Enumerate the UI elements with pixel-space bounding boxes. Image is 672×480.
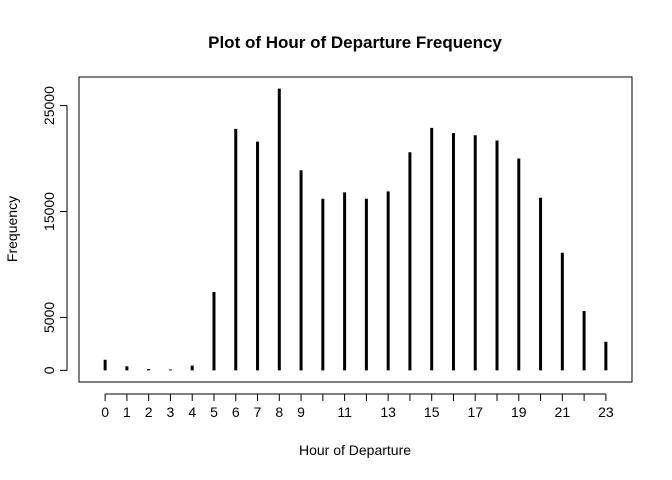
x-tick-label: 1 [123, 404, 131, 420]
x-tick-label: 23 [598, 404, 614, 420]
y-tick-label: 15000 [41, 192, 57, 231]
y-axis: 0 5000 15000 25000 [41, 86, 68, 374]
x-axis: 0 1 2 3 4 5 6 7 8 9 11 13 15 17 19 21 23 [101, 393, 614, 420]
x-tick-label: 21 [555, 404, 571, 420]
x-tick-label: 17 [467, 404, 483, 420]
x-tick-label: 0 [101, 404, 109, 420]
x-tick-label: 13 [380, 404, 396, 420]
x-tick-label: 4 [188, 404, 196, 420]
x-tick-label: 11 [337, 404, 352, 420]
x-tick-label: 6 [232, 404, 240, 420]
x-tick-label: 8 [275, 404, 283, 420]
x-axis-label: Hour of Departure [299, 442, 411, 458]
chart-title: Plot of Hour of Departure Frequency [208, 33, 502, 52]
x-tick-label: 9 [297, 404, 305, 420]
y-tick-label: 25000 [41, 86, 57, 125]
bars-layer [103, 88, 608, 371]
x-tick-label: 7 [254, 404, 262, 420]
x-tick-label: 5 [210, 404, 218, 420]
y-axis-label: Frequency [4, 196, 20, 262]
y-tick-label: 5000 [41, 302, 57, 333]
x-tick-label: 19 [511, 404, 527, 420]
x-tick-label: 15 [424, 404, 440, 420]
y-tick-label: 0 [41, 366, 57, 374]
plot-box [78, 76, 633, 383]
x-tick-label: 2 [145, 404, 153, 420]
x-tick-label: 3 [167, 404, 175, 420]
